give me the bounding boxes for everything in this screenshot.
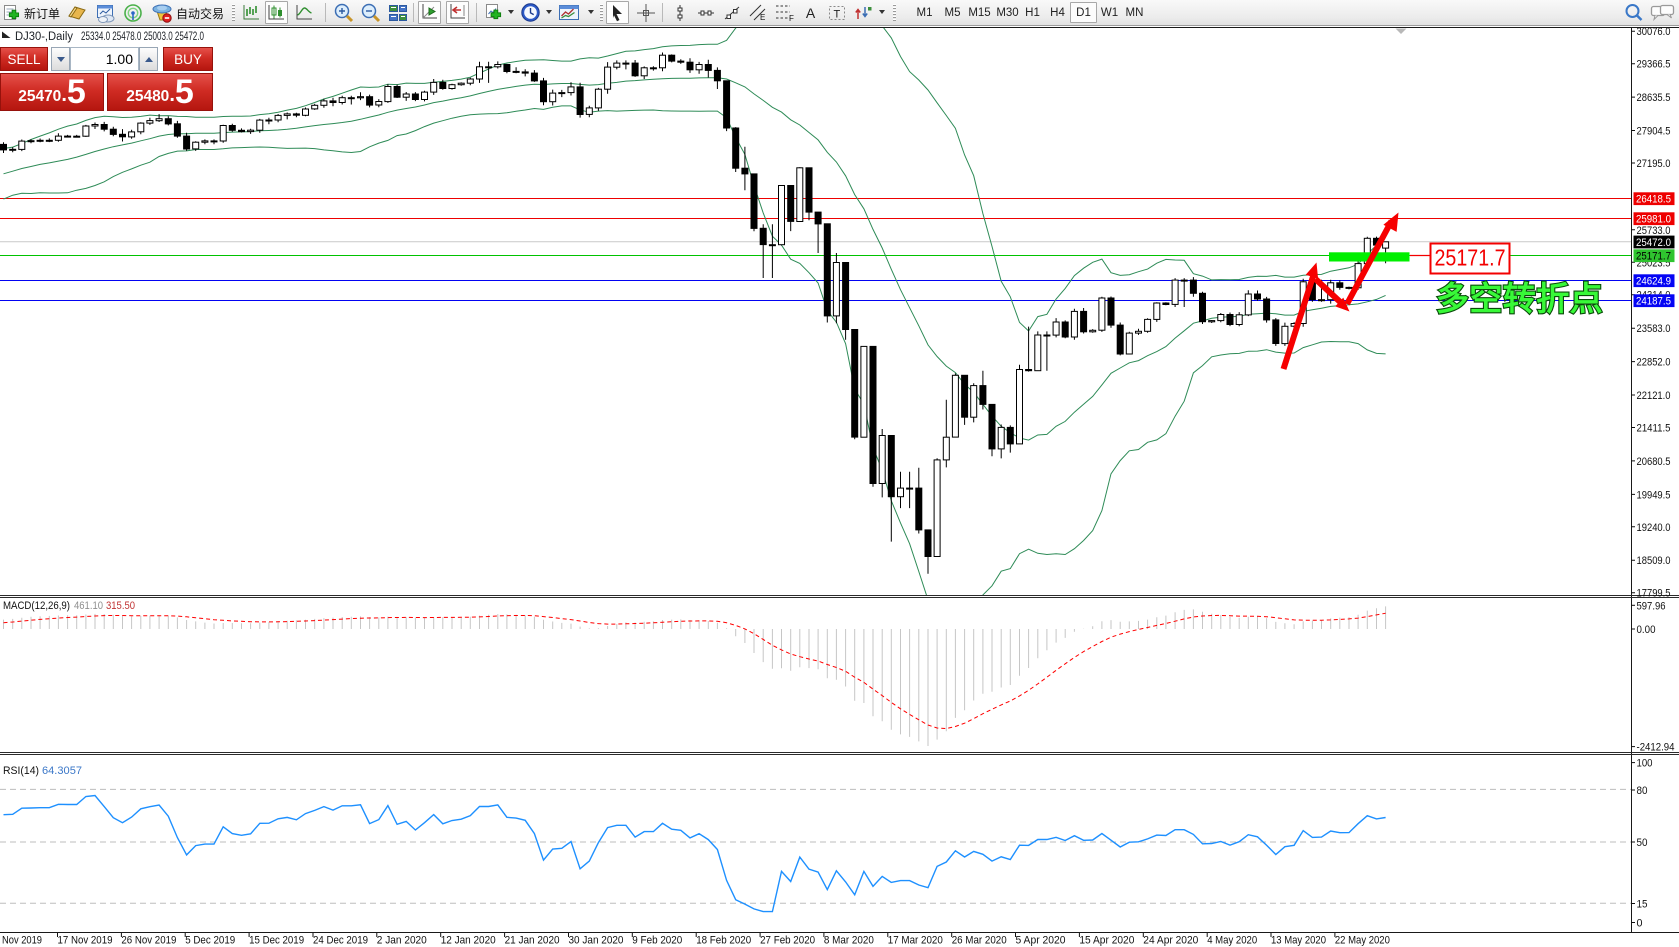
svg-text:27 Feb 2020: 27 Feb 2020	[760, 935, 815, 947]
svg-text:12 Jan 2020: 12 Jan 2020	[441, 935, 496, 947]
svg-text:0.00: 0.00	[1637, 624, 1656, 636]
svg-text:5 Apr 2020: 5 Apr 2020	[1016, 935, 1066, 947]
svg-text:9 Feb 2020: 9 Feb 2020	[632, 935, 682, 947]
svg-text:25472.0: 25472.0	[1636, 237, 1671, 249]
svg-text:DJ30-,Daily: DJ30-,Daily	[15, 31, 73, 43]
svg-text:2 Jan 2020: 2 Jan 2020	[377, 935, 427, 947]
svg-text:Nov 2019: Nov 2019	[2, 935, 42, 947]
svg-text:15: 15	[1637, 899, 1648, 911]
svg-text:8 Mar 2020: 8 Mar 2020	[824, 935, 874, 947]
svg-text:21411.5: 21411.5	[1637, 423, 1671, 435]
svg-text:18509.0: 18509.0	[1637, 555, 1671, 567]
svg-text:30 Jan 2020: 30 Jan 2020	[569, 935, 624, 947]
svg-text:24 Dec 2019: 24 Dec 2019	[313, 935, 368, 947]
svg-text:24187.5: 24187.5	[1636, 296, 1671, 308]
svg-text:E: E	[760, 13, 765, 22]
svg-text:25733.0: 25733.0	[1637, 225, 1671, 237]
svg-text:25981.0: 25981.0	[1636, 214, 1671, 226]
svg-text:597.96: 597.96	[1637, 600, 1666, 612]
svg-text:17 Mar 2020: 17 Mar 2020	[888, 935, 943, 947]
svg-text:64.3057: 64.3057	[42, 765, 82, 777]
svg-text:0: 0	[1637, 918, 1643, 930]
svg-text:22 May 2020: 22 May 2020	[1335, 935, 1390, 947]
svg-text:28635.5: 28635.5	[1637, 92, 1671, 104]
svg-text:17 Nov 2019: 17 Nov 2019	[58, 935, 113, 947]
svg-text:26 Nov 2019: 26 Nov 2019	[121, 935, 176, 947]
svg-text:RSI(14): RSI(14)	[3, 765, 39, 777]
svg-text:80: 80	[1637, 785, 1648, 797]
svg-text:17799.5: 17799.5	[1637, 588, 1671, 600]
svg-text:15 Dec 2019: 15 Dec 2019	[249, 935, 304, 947]
svg-text:22852.0: 22852.0	[1637, 357, 1671, 369]
svg-text:24 Apr 2020: 24 Apr 2020	[1143, 935, 1198, 947]
svg-text:19949.5: 19949.5	[1637, 489, 1671, 501]
svg-text:4 May 2020: 4 May 2020	[1207, 935, 1257, 947]
svg-text:MACD(12,26,9): MACD(12,26,9)	[3, 600, 70, 612]
svg-text:F: F	[789, 14, 794, 22]
svg-text:20680.5: 20680.5	[1637, 456, 1671, 468]
svg-text:25171.7: 25171.7	[1636, 251, 1671, 263]
svg-text:18 Feb 2020: 18 Feb 2020	[696, 935, 751, 947]
svg-text:T: T	[833, 8, 840, 20]
svg-text:多空转折点: 多空转折点	[1436, 280, 1603, 317]
svg-text:5 Dec 2019: 5 Dec 2019	[185, 935, 235, 947]
svg-text:25171.7: 25171.7	[1435, 245, 1506, 271]
svg-text:25334.0 25478.0 25003.0 25472.: 25334.0 25478.0 25003.0 25472.0	[81, 31, 204, 43]
svg-text:23583.0: 23583.0	[1637, 323, 1671, 335]
svg-text:461.10: 461.10	[74, 600, 103, 612]
svg-text:26 Mar 2020: 26 Mar 2020	[952, 935, 1007, 947]
svg-text:26418.5: 26418.5	[1636, 194, 1671, 206]
svg-text:13 May 2020: 13 May 2020	[1271, 935, 1326, 947]
svg-text:30076.0: 30076.0	[1637, 26, 1671, 38]
svg-text:100: 100	[1637, 758, 1653, 770]
svg-text:29366.5: 29366.5	[1637, 59, 1671, 71]
svg-text:27904.5: 27904.5	[1637, 126, 1671, 138]
svg-text:27195.0: 27195.0	[1637, 158, 1671, 170]
svg-text:19240.0: 19240.0	[1637, 522, 1671, 534]
svg-text:50: 50	[1637, 837, 1648, 849]
svg-text:21 Jan 2020: 21 Jan 2020	[505, 935, 560, 947]
svg-text:-2412.94: -2412.94	[1637, 742, 1675, 754]
svg-text:24624.9: 24624.9	[1636, 276, 1671, 288]
svg-text:22121.0: 22121.0	[1637, 390, 1671, 402]
svg-text:15 Apr 2020: 15 Apr 2020	[1079, 935, 1134, 947]
svg-text:315.50: 315.50	[106, 600, 135, 612]
